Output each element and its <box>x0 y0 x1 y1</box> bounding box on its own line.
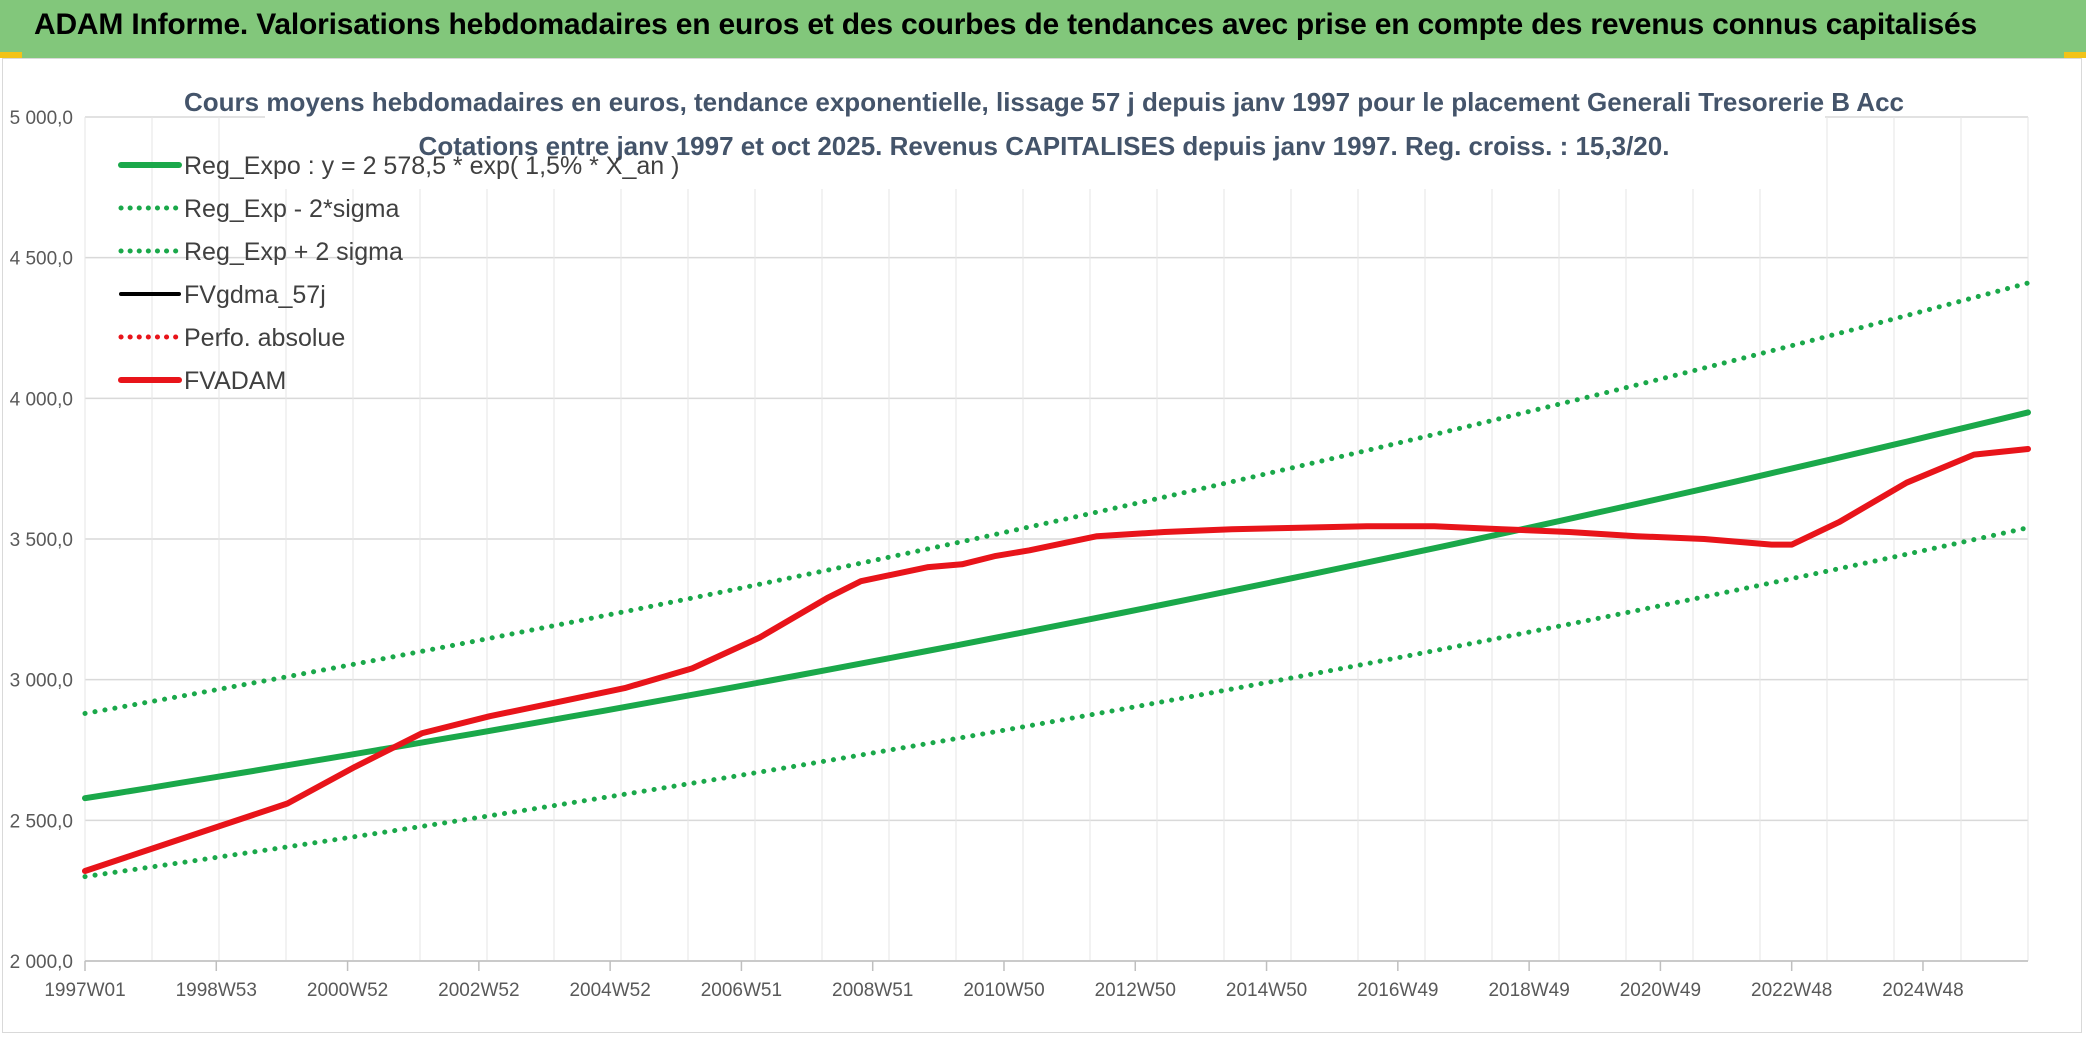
page-title: ADAM Informe. Valorisations hebdomadaire… <box>34 8 1977 41</box>
y-tick-label: 4 000,0 <box>10 389 73 410</box>
x-tick-label: 1997W01 <box>44 980 125 1001</box>
x-tick-label: 2004W52 <box>569 980 650 1001</box>
x-tick-label: 2022W48 <box>1751 980 1832 1001</box>
legend-label: Reg_Exp - 2*sigma <box>184 195 399 223</box>
y-tick-label: 2 500,0 <box>10 811 73 832</box>
series-line-5 <box>82 446 2031 874</box>
chart-area: 2 000,0 2 500,0 3 000,0 3 500,0 4 000,0 4 500… <box>2 58 2082 1033</box>
legend-label: Reg_Exp + 2 sigma <box>184 238 403 266</box>
x-tick-label: 2000W52 <box>307 980 388 1001</box>
x-tick-label: 1998W53 <box>176 980 257 1001</box>
right-accent-bar <box>2064 52 2086 58</box>
legend-label: Perfo. absolue <box>184 324 345 352</box>
series-line-1 <box>82 525 2031 880</box>
x-tick-label: 2016W49 <box>1357 980 1438 1001</box>
legend-label: Reg_Expo : y = 2 578,5 * exp( 1,5% * X_a… <box>184 152 679 180</box>
chart-subtitle: Cotations entre janv 1997 et oct 2025. R… <box>419 131 1670 161</box>
series-line-2 <box>82 280 2031 716</box>
x-tick-label: 2014W50 <box>1226 980 1307 1001</box>
x-tick-label: 2006W51 <box>701 980 782 1001</box>
y-tick-label: 3 000,0 <box>10 671 73 692</box>
x-tick-label: 2008W51 <box>832 980 913 1001</box>
x-tick-label: 2002W52 <box>438 980 519 1001</box>
y-tick-label: 4 500,0 <box>10 249 73 270</box>
x-tick-label: 2020W49 <box>1620 980 1701 1001</box>
x-tick-label: 2024W48 <box>1882 980 1963 1001</box>
legend: Reg_Expo : y = 2 578,5 * exp( 1,5% * X_a… <box>118 152 679 395</box>
y-tick-label: 5 000,0 <box>10 108 73 129</box>
axes: 2 000,0 2 500,0 3 000,0 3 500,0 4 000,0 4 500… <box>10 108 2028 1001</box>
grid-lines <box>84 116 2029 962</box>
x-tick-label: 2012W50 <box>1095 980 1176 1001</box>
x-tick-label: 2010W50 <box>963 980 1044 1001</box>
left-accent-bar <box>0 52 22 58</box>
line-chart: 2 000,0 2 500,0 3 000,0 3 500,0 4 000,0 4 500… <box>10 81 2031 1001</box>
y-tick-label: 3 500,0 <box>10 530 73 551</box>
legend-label: FVADAM <box>184 367 286 395</box>
header-bar: ADAM Informe. Valorisations hebdomadaire… <box>0 0 2086 58</box>
y-tick-label: 2 000,0 <box>10 952 73 973</box>
series-lines <box>82 280 2031 880</box>
series-line-0 <box>82 409 2031 802</box>
title-background <box>265 81 1825 189</box>
legend-label: FVgdma_57j <box>184 281 326 309</box>
chart-title: Cours moyens hebdomadaires en euros, ten… <box>184 87 1904 117</box>
x-tick-label: 2018W49 <box>1488 980 1569 1001</box>
